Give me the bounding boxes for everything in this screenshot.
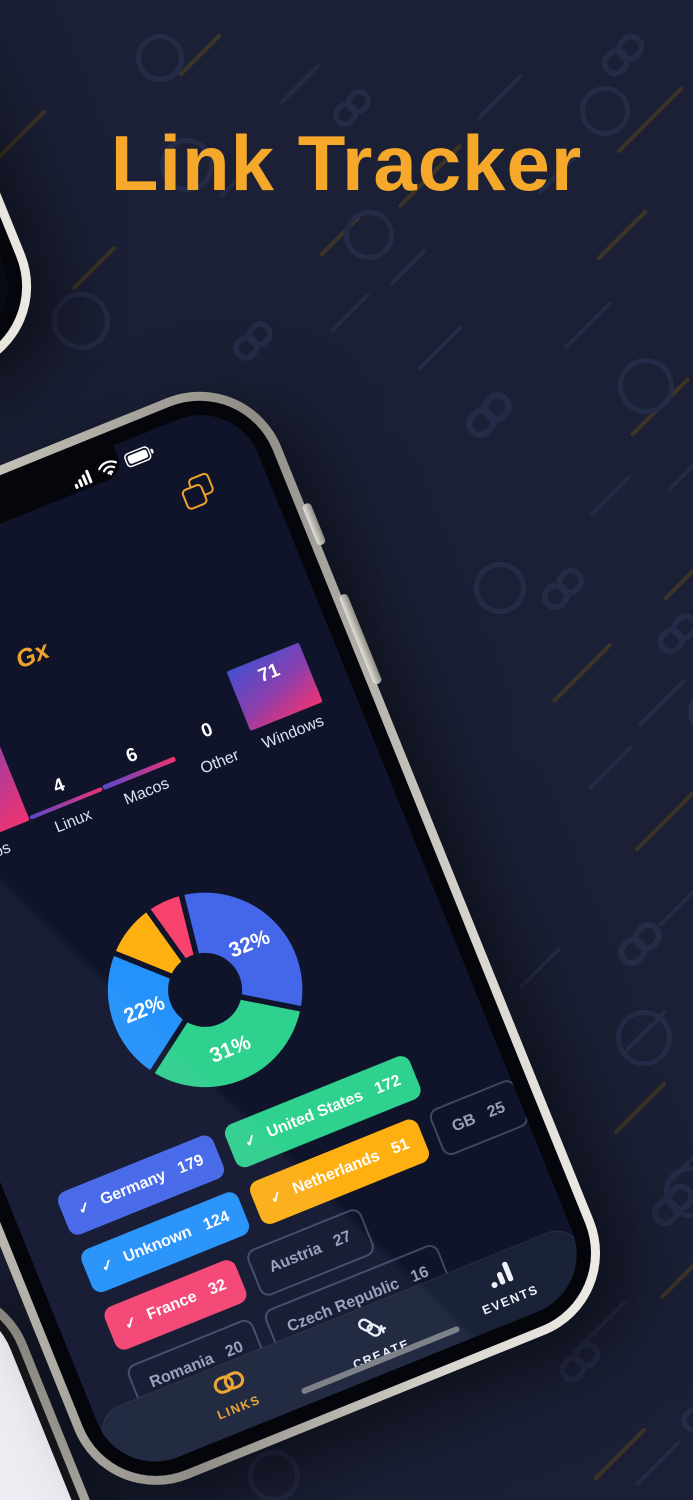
chain-link-icon: [652, 608, 693, 665]
cellular-signal-icon: [71, 468, 97, 494]
slash-glyph: [71, 238, 117, 298]
ring-glyph: [618, 358, 674, 414]
ring-glyph: [344, 210, 394, 260]
ring-glyph: [580, 86, 630, 136]
country-name: Unknown: [121, 1223, 195, 1267]
slash-glyph: [613, 1072, 667, 1144]
chain-link-icon: [676, 1388, 693, 1443]
slash-glyph: [593, 1418, 647, 1490]
chain-link-icon: [646, 1178, 693, 1237]
ring-glyph: [248, 1450, 300, 1500]
chain-link-icon: [554, 1336, 606, 1393]
chain-link-icon: [536, 562, 590, 621]
slash-glyph: [663, 538, 693, 610]
slash-glyph: [178, 26, 222, 84]
ring-glyph: [474, 562, 526, 614]
app-screen: Gx Ios 4 Linux 6 Macos 0 Other 71 Windows 32% 31%…: [0, 396, 596, 1481]
slash-glyph: [318, 208, 362, 264]
check-icon: ✓: [267, 1187, 286, 1208]
slash-glyph: [388, 242, 428, 292]
slash-glyph: [563, 292, 613, 358]
tab-links[interactable]: LINKS: [178, 1353, 288, 1433]
battery-icon: [122, 443, 157, 473]
status-bar: [70, 443, 158, 495]
bottom-tab-bar: LINKS CREATE EVENTS: [94, 1222, 596, 1481]
main-phone: Gx Ios 4 Linux 6 Macos 0 Other 71 Windows 32% 31%…: [0, 365, 627, 1500]
slash-glyph: [551, 632, 613, 714]
check-icon: ✓: [242, 1130, 261, 1152]
ring-glyph: [52, 292, 110, 350]
ring-glyph: [160, 138, 214, 192]
country-name: Netherlands: [290, 1147, 383, 1198]
check-icon: ✓: [121, 1313, 140, 1334]
ring-glyph: [616, 1010, 672, 1066]
country-name: Austria: [266, 1239, 325, 1277]
slash-glyph: [587, 738, 633, 798]
chain-link-icon: [328, 84, 376, 137]
country-chip-gb[interactable]: GB 25: [426, 1077, 531, 1158]
ring-glyph: [136, 34, 184, 82]
slash-glyph: [518, 940, 562, 996]
link-name-label: Gx: [11, 635, 54, 675]
links-chain-icon: [209, 1365, 251, 1405]
country-name: France: [144, 1288, 200, 1324]
country-count: 32: [205, 1276, 229, 1299]
slash-glyph: [657, 870, 693, 936]
copy-link-button[interactable]: [177, 471, 218, 512]
bar-stats-icon: [482, 1257, 520, 1296]
link-plus-icon: [352, 1309, 390, 1350]
slash-glyph: [659, 1228, 693, 1310]
check-icon: ✓: [75, 1198, 94, 1219]
country-name: Germany: [97, 1166, 169, 1209]
country-count: 25: [484, 1098, 508, 1122]
slash-glyph: [637, 670, 687, 736]
slash-glyph: [417, 318, 463, 378]
pie-center-hole: [168, 952, 243, 1027]
chain-link-icon: [460, 386, 518, 449]
tab-create[interactable]: CREATE: [319, 1296, 430, 1380]
slash-glyph: [634, 772, 693, 864]
country-count: 51: [388, 1135, 412, 1158]
slash-glyph: [329, 286, 371, 340]
slash-glyph: [588, 468, 632, 524]
slash-glyph: [634, 1432, 682, 1494]
slash-glyph: [666, 438, 693, 500]
country-count: 124: [200, 1208, 232, 1234]
country-name: GB: [449, 1110, 479, 1136]
ring-glyph: [688, 686, 693, 738]
slash-glyph: [595, 200, 649, 270]
chain-link-icon: [612, 916, 668, 977]
country-count: 172: [372, 1071, 404, 1098]
chain-link-icon: [228, 316, 278, 371]
countries-pie-chart: 32%31%22%: [102, 887, 308, 1093]
slash-glyph: [278, 56, 322, 112]
wifi-icon: [95, 456, 123, 484]
chain-link-icon: [596, 28, 650, 87]
page-title: Link Tracker: [110, 119, 583, 207]
country-count: 27: [330, 1227, 354, 1251]
tab-events[interactable]: EVENTS: [449, 1243, 560, 1325]
check-icon: ✓: [98, 1255, 117, 1277]
country-name: United States: [264, 1087, 366, 1142]
country-count: 179: [175, 1151, 207, 1178]
